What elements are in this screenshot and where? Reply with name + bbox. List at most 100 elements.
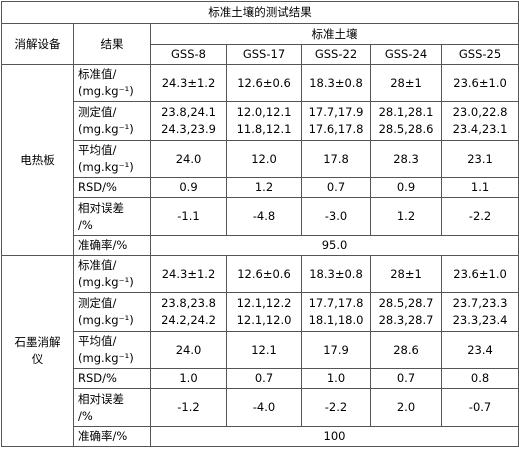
value-cell: 12.0,12.1 11.8,12.1 (226, 101, 302, 141)
value-cell: 23.1 (440, 140, 519, 178)
cell-line: -2.2 (468, 209, 492, 223)
row-label: 相对误差 /% (73, 388, 151, 427)
value-cell: 0.7 (370, 368, 442, 389)
value-cell: -2.2 (301, 388, 371, 427)
value-cell: 0.9 (150, 177, 227, 198)
value-cell: 1.2 (226, 177, 302, 198)
cell-line: 2.0 (396, 400, 416, 414)
header-text: 消解设备 (14, 36, 61, 51)
soil-header: 标准土壤 (149, 23, 519, 45)
cell-line: 12.0,12.1 (236, 105, 292, 119)
sample-header: GSS-25 (440, 44, 519, 65)
cell-line: 石墨消解 (14, 335, 61, 349)
value-cell: 0.7 (226, 368, 302, 389)
cell-line: 18.1,18.0 (308, 313, 364, 327)
value-cell: 28±1 (370, 255, 442, 293)
cell-line: 1.1 (470, 180, 490, 194)
value-cell: 24.0 (150, 331, 227, 369)
cell-line: 28±1 (390, 75, 422, 90)
cell-line: 相对误差 (78, 391, 124, 406)
cell-line: 23.7,23.3 (452, 296, 508, 310)
cell-line: 测定值/ (78, 105, 117, 119)
value-cell: 1.2 (370, 197, 442, 236)
cell-line: 1.2 (396, 209, 416, 223)
row-label: RSD/% (73, 177, 151, 198)
value-cell: -4.8 (226, 197, 302, 236)
cell-line: 1.2 (254, 180, 274, 194)
value-cell: 28.3 (370, 140, 442, 178)
cell-line: 17.6,17.8 (308, 122, 364, 136)
data-row: 平均值/ (mg.kg⁻¹) 24.0 12.1 17.9 28.6 23.4 (2, 331, 519, 369)
value-cell: 28±1 (370, 64, 442, 102)
data-row: 测定值/ (mg.kg⁻¹) 23.8,24.1 24.3,23.9 12.0,12.1… (2, 101, 519, 141)
cell-line: 0.7 (326, 180, 346, 194)
cell-line: 平均值/ (78, 334, 117, 348)
value-cell: 0.7 (301, 177, 371, 198)
cell-line: 24.3±1.2 (161, 266, 216, 281)
cell-line: 23.0,22.8 (452, 105, 508, 119)
merged-cell: 95.0 (149, 235, 519, 256)
cell-line: 相对误差 (78, 200, 124, 215)
cell-line: 28.1,28.1 (378, 105, 434, 119)
cell-line: 23.4 (467, 342, 493, 357)
header-text: GSS-8 (171, 47, 206, 61)
cell-line: 12.6±0.6 (237, 266, 291, 281)
merged-cell: 100 (149, 426, 519, 447)
table-title: 标准土壤的测试结果 (0, 1, 519, 24)
cell-line: (mg.kg⁻¹) (78, 122, 134, 136)
cell-line: -1.2 (177, 400, 200, 414)
value-cell: 12.0 (226, 140, 302, 178)
cell-line: 100 (323, 429, 346, 443)
row-label: 测定值/ (mg.kg⁻¹) (73, 101, 151, 141)
value-cell: 23.8,23.8 24.2,24.2 (150, 292, 227, 332)
value-cell: 23.6±1.0 (440, 64, 519, 102)
cell-line: -1.1 (177, 209, 200, 223)
cell-line: 0.7 (254, 371, 274, 385)
row-label: 平均值/ (mg.kg⁻¹) (73, 140, 151, 178)
row-label: RSD/% (73, 368, 151, 389)
cell-line: 11.8,12.1 (236, 122, 292, 136)
value-cell: 24.3±1.2 (150, 255, 227, 293)
cell-line: 28.5,28.6 (378, 122, 434, 136)
value-cell: -0.7 (440, 388, 519, 427)
value-cell: 24.0 (150, 140, 227, 178)
cell-line: 17.7,17.8 (308, 296, 364, 310)
header-text: GSS-25 (458, 47, 502, 61)
device-header: 消解设备 (1, 23, 74, 65)
cell-line: 0.9 (396, 180, 416, 194)
row-label: 测定值/ (mg.kg⁻¹) (73, 292, 151, 332)
cell-line: 18.3±0.8 (309, 266, 363, 281)
row-label: 准确率/% (73, 235, 151, 256)
cell-line: 平均值/ (78, 143, 117, 157)
cell-line: 23.3,23.4 (452, 313, 508, 327)
value-cell: -1.2 (150, 388, 227, 427)
data-row: 准确率/% 100 (2, 426, 519, 447)
cell-line: 23.4,23.1 (452, 122, 508, 136)
cell-line: 23.6±1.0 (453, 75, 507, 90)
cell-line: 24.0 (175, 342, 202, 357)
value-cell: 18.3±0.8 (301, 64, 371, 102)
sample-row: GSS-8 GSS-17 GSS-22 GSS-24 GSS-25 (2, 44, 519, 65)
cell-line: 仪 (31, 352, 44, 366)
cell-line: -4.8 (252, 209, 276, 223)
value-cell: 18.3±0.8 (301, 255, 371, 293)
data-row: RSD/% 1.0 0.7 1.0 0.7 0.8 (2, 368, 519, 389)
value-cell: 23.7,23.3 23.3,23.4 (440, 292, 519, 332)
cell-line: 24.3±1.2 (161, 75, 216, 90)
cell-line: (mg.kg⁻¹) (78, 275, 134, 289)
title-row: 标准土壤的测试结果 (0, 1, 519, 24)
data-row: 测定值/ (mg.kg⁻¹) 23.8,23.8 24.2,24.2 12.1,12.2… (2, 292, 519, 332)
cell-line: 12.0 (251, 151, 277, 166)
cell-line: 0.9 (179, 180, 198, 194)
header-row: 消解设备 结果 标准土壤 (1, 23, 519, 65)
value-cell: -3.0 (301, 197, 371, 236)
cell-line: 0.8 (470, 371, 490, 385)
cell-line: 17.9 (323, 342, 349, 357)
value-cell: 2.0 (370, 388, 442, 427)
cell-line: 0.7 (396, 371, 416, 385)
value-cell: 28.1,28.1 28.5,28.6 (370, 101, 442, 141)
cell-line: 17.7,17.9 (308, 105, 364, 119)
cell-line: 28.5,28.7 (378, 296, 434, 310)
